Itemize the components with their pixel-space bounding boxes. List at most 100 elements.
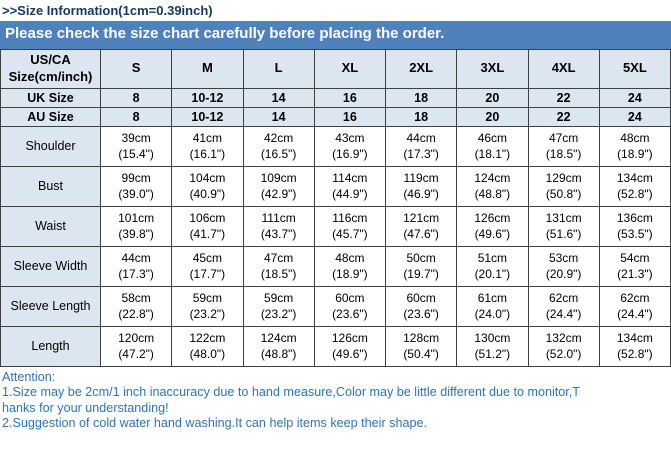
cell-text: (42.9") xyxy=(260,187,297,202)
measurement-value: 62cm (24.4") xyxy=(527,285,600,327)
cell-text: (23.6") xyxy=(332,307,368,322)
cell-text: 119cm xyxy=(403,170,439,185)
cell-text: 134cm xyxy=(616,170,653,185)
cell-text: 48cm xyxy=(620,130,650,145)
cell-text: (51.6") xyxy=(545,227,582,242)
measurement-value: 132cm (52.0") xyxy=(527,325,600,367)
cell-text: 18 xyxy=(414,109,429,124)
measurement-label: Sleeve Length xyxy=(0,285,101,327)
au-size-row-label: AU Size xyxy=(0,106,101,127)
cell-text: (22.8") xyxy=(118,307,154,322)
cell-text: (41.7") xyxy=(189,227,226,242)
cell-text: (16.5") xyxy=(260,147,297,162)
measurement-value: 59cm (23.2") xyxy=(242,285,315,327)
cell-text: 24 xyxy=(627,90,642,105)
size-header: 3XL xyxy=(456,48,529,89)
measurement-value: 119cm (46.9") xyxy=(384,165,458,207)
cell-text: 111cm xyxy=(261,210,296,225)
cell-text: US/CA xyxy=(30,51,71,67)
measurement-label: Length xyxy=(0,325,101,367)
measurement-value: 136cm (53.5") xyxy=(598,205,671,247)
cell-text: (47.6") xyxy=(403,227,439,242)
cell-text: (16.9") xyxy=(332,147,368,162)
size-value: 24 xyxy=(598,106,671,127)
cell-text: (45.7") xyxy=(332,227,368,242)
size-header: 5XL xyxy=(598,48,671,89)
cell-text: 61cm xyxy=(477,290,508,305)
cell-text: (24.4") xyxy=(545,307,582,322)
cell-text: 62cm xyxy=(620,290,650,305)
cell-text: 46cm xyxy=(477,130,508,145)
cell-text: (51.2") xyxy=(474,347,511,362)
cell-text: (44.9") xyxy=(332,187,368,202)
cell-text: 10-12 xyxy=(191,90,224,105)
size-value: 22 xyxy=(527,106,600,127)
measurement-value: 109cm (42.9") xyxy=(242,165,315,207)
cell-text: 14 xyxy=(271,90,286,105)
cell-text: 50cm xyxy=(406,250,436,265)
cell-text: 39cm xyxy=(121,130,151,145)
attention-line-2: hanks for your understanding! xyxy=(2,400,169,415)
cell-text: 60cm xyxy=(335,290,365,305)
measurement-row: Sleeve Length 58cm (22.8") 59cm (23.2") 59cm (… xyxy=(0,285,671,327)
measurement-label: Waist xyxy=(0,205,101,247)
cell-text: M xyxy=(201,60,213,76)
cell-text: 130cm xyxy=(474,330,511,345)
cell-text: 44cm xyxy=(406,130,436,145)
measurement-value: 134cm (52.8") xyxy=(598,165,671,207)
uk-size-row-label: UK Size xyxy=(0,87,101,108)
measurement-value: 50cm (19.7") xyxy=(384,245,458,287)
measurement-value: 41cm (16.1") xyxy=(171,125,244,167)
cell-text: (21.3") xyxy=(617,267,653,282)
cell-text: 114cm xyxy=(332,170,368,185)
cell-text: (24.0") xyxy=(474,307,511,322)
measurement-value: 128cm (50.4") xyxy=(384,325,458,367)
cell-text: 59cm xyxy=(263,290,294,305)
cell-text: 116cm xyxy=(332,210,368,225)
measurement-value: 111cm (43.7") xyxy=(242,205,315,247)
cell-text: 124cm xyxy=(474,170,511,185)
measurement-value: 59cm (23.2") xyxy=(171,285,244,327)
cell-text: (23.6") xyxy=(403,307,439,322)
cell-text: (16.1") xyxy=(189,147,226,162)
measurement-value: 53cm (20.9") xyxy=(527,245,600,287)
measurement-value: 106cm (41.7") xyxy=(171,205,244,247)
corner-header: US/CA Size(cm/inch) xyxy=(0,48,101,89)
cell-text: (20.9") xyxy=(545,267,582,282)
cell-text: (18.1") xyxy=(474,147,511,162)
measurement-value: 129cm (50.8") xyxy=(527,165,600,207)
cell-text: (20.1") xyxy=(474,267,511,282)
cell-text: 101cm xyxy=(118,210,155,225)
cell-text: 24 xyxy=(627,109,642,124)
cell-text: (39.8") xyxy=(118,227,154,242)
cell-text: Bust xyxy=(37,178,63,193)
measurement-value: 47cm (18.5") xyxy=(527,125,600,167)
measurement-value: 60cm (23.6") xyxy=(384,285,458,327)
measurement-value: 130cm (51.2") xyxy=(456,325,529,367)
cell-text: XL xyxy=(341,60,359,76)
measurement-label: Sleeve Width xyxy=(0,245,101,287)
size-value: 16 xyxy=(313,87,387,108)
cell-text: 3XL xyxy=(480,60,505,76)
cell-text: 122cm xyxy=(189,330,226,345)
cell-text: 104cm xyxy=(189,170,226,185)
cell-text: 51cm xyxy=(477,250,508,265)
measurement-value: 51cm (20.1") xyxy=(456,245,529,287)
cell-text: 41cm xyxy=(192,130,223,145)
cell-text: 126cm xyxy=(474,210,511,225)
cell-text: (23.2") xyxy=(260,307,297,322)
cell-text: 4XL xyxy=(551,60,576,76)
measurement-value: 126cm (49.6") xyxy=(456,205,529,247)
measurement-row: Bust 99cm (39.0") 104cm (40.9") 109cm (42.9") 1… xyxy=(0,165,671,207)
cell-text: (47.2") xyxy=(118,347,154,362)
cell-text: 47cm xyxy=(263,250,294,265)
cell-text: AU Size xyxy=(27,109,74,124)
cell-text: 42cm xyxy=(263,130,294,145)
cell-text: (48.8") xyxy=(474,187,511,202)
cell-text: Sleeve Width xyxy=(13,258,88,273)
measurement-value: 104cm (40.9") xyxy=(171,165,244,207)
size-value: 18 xyxy=(384,87,458,108)
measurement-value: 46cm (18.1") xyxy=(456,125,529,167)
cell-text: (49.6") xyxy=(474,227,511,242)
